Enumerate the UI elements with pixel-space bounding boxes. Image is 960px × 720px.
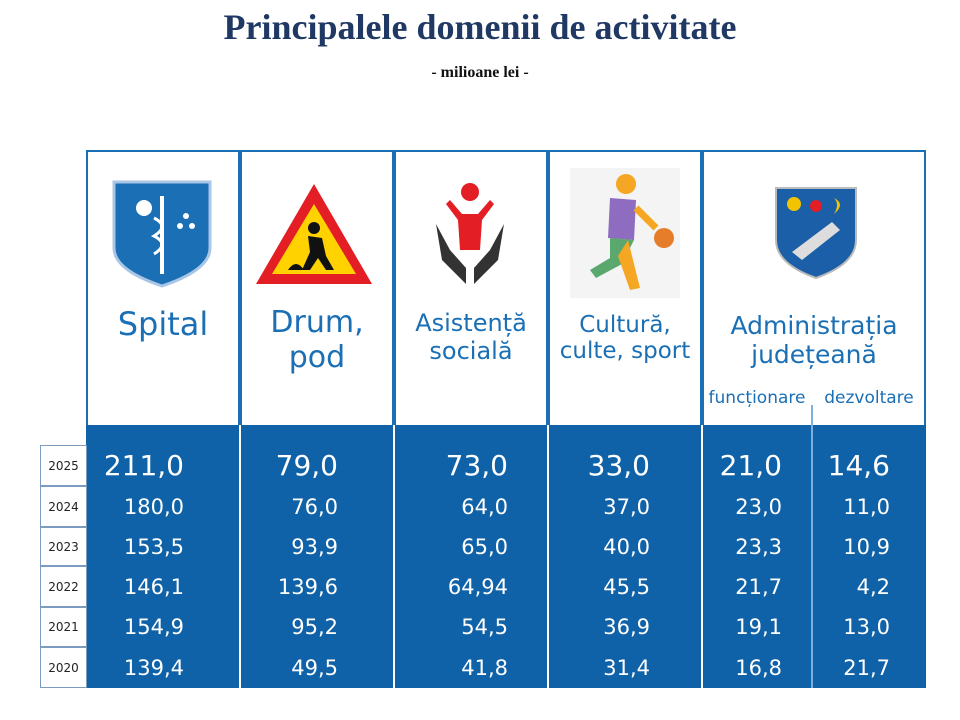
value-cell: 211,0 [103, 449, 184, 482]
value-cell: 146,1 [123, 574, 184, 599]
value-cell: 11,0 [843, 494, 890, 519]
value-cell: 49,5 [291, 655, 338, 680]
road-icon [256, 184, 372, 284]
column-label: Asistență socială [415, 309, 527, 365]
value-cell: 153,5 [123, 534, 184, 559]
value-cell: 10,9 [843, 534, 890, 559]
column-separator [811, 405, 813, 688]
column-separator [701, 425, 703, 688]
value-cell: 41,8 [461, 655, 508, 680]
table-body [86, 425, 926, 688]
value-cell: 33,0 [587, 449, 650, 482]
value-cell: 23,3 [735, 534, 782, 559]
value-cell: 64,0 [461, 494, 508, 519]
value-cell: 64,94 [447, 574, 508, 599]
year-cell: 2025 [40, 445, 87, 486]
value-cell: 180,0 [123, 494, 184, 519]
header-cell [702, 150, 926, 428]
value-cell: 4,2 [856, 574, 890, 599]
value-cell: 139,6 [277, 574, 338, 599]
column-separator [239, 425, 241, 688]
value-cell: 21,0 [719, 449, 782, 482]
year-cell: 2024 [40, 486, 87, 527]
year-cell: 2022 [40, 566, 87, 607]
value-cell: 154,9 [123, 615, 184, 639]
year-cell: 2021 [40, 607, 87, 647]
value-cell: 13,0 [843, 615, 890, 639]
value-cell: 31,4 [603, 655, 650, 680]
value-cell: 14,6 [827, 449, 890, 482]
value-cell: 21,7 [843, 655, 890, 680]
column-label: Cultură, culte, sport [559, 312, 691, 365]
value-cell: 16,8 [735, 655, 782, 680]
column-label: Administrația județeană [730, 311, 898, 369]
culture-icon [570, 168, 680, 298]
value-cell: 21,7 [735, 574, 782, 599]
county-crest [775, 187, 857, 280]
value-cell: 95,2 [291, 615, 338, 639]
social-icon [436, 183, 504, 284]
value-cell: 139,4 [123, 655, 184, 680]
year-cell: 2020 [40, 647, 87, 688]
subcolumn-label: funcționare [708, 388, 806, 408]
column-separator [393, 425, 395, 688]
value-cell: 36,9 [603, 615, 650, 639]
value-cell: 45,5 [603, 574, 650, 599]
value-cell: 40,0 [603, 534, 650, 559]
column-separator [547, 425, 549, 688]
hospital-icon [112, 180, 212, 288]
value-cell: 23,0 [735, 494, 782, 519]
subcolumn-label: dezvoltare [824, 388, 914, 408]
year-cell: 2023 [40, 527, 87, 566]
value-cell: 93,9 [291, 534, 338, 559]
value-cell: 65,0 [461, 534, 508, 559]
column-label: Spital [117, 305, 209, 343]
value-cell: 73,0 [445, 449, 508, 482]
value-cell: 79,0 [275, 449, 338, 482]
subtitle: - milioane lei - [431, 64, 529, 81]
value-cell: 54,5 [461, 615, 508, 639]
title: Principalele domenii de activitate [223, 7, 737, 47]
value-cell: 37,0 [603, 494, 650, 519]
column-label: Drum, pod [270, 305, 364, 375]
value-cell: 76,0 [291, 494, 338, 519]
value-cell: 19,1 [735, 615, 782, 639]
